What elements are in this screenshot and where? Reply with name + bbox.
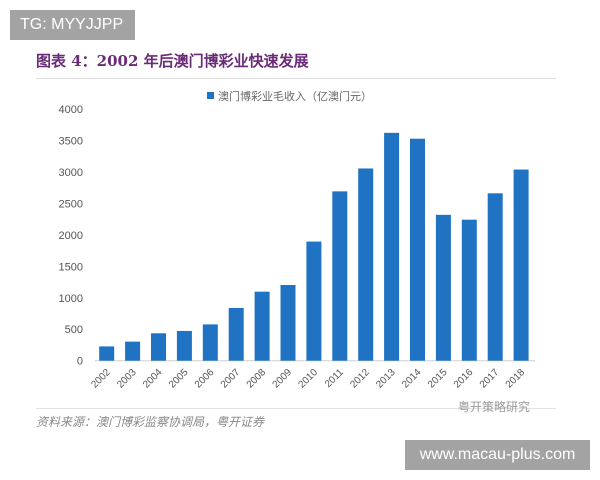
bar-2009 [280, 285, 296, 361]
bar-2016 [461, 219, 477, 361]
bar-2008 [254, 291, 270, 361]
divider [36, 78, 556, 79]
bar-2004 [151, 333, 166, 361]
bar-2007 [228, 307, 244, 361]
bar-2014 [410, 138, 425, 361]
y-tick-label: 2500 [59, 198, 83, 210]
x-tick-label: 2013 [374, 367, 398, 391]
x-tick-label: 2009 [271, 367, 295, 391]
legend-label: 澳门博彩业毛收入（亿澳门元） [218, 89, 372, 103]
x-tick-label: 2018 [504, 367, 528, 391]
bar-2011 [332, 191, 348, 361]
x-tick-label: 2006 [193, 367, 217, 391]
x-tick-label: 2017 [478, 367, 502, 391]
bar-2005 [176, 330, 192, 361]
x-tick-label: 2003 [115, 367, 139, 391]
brand-watermark: 粤开策略研究 [458, 400, 531, 414]
bar-2017 [487, 193, 503, 361]
bar-2010 [306, 241, 322, 361]
bar-2002 [99, 346, 115, 361]
figure-title: 图表 4：2002 年后澳门博彩业快速发展 [36, 52, 309, 70]
bar-2012 [358, 168, 374, 361]
x-tick-label: 2016 [452, 367, 476, 391]
x-tick-label: 2005 [167, 367, 191, 391]
bar-2018 [513, 169, 529, 361]
y-tick-label: 500 [65, 324, 83, 336]
y-tick-label: 1000 [59, 293, 83, 305]
x-tick-label: 2007 [219, 367, 243, 391]
bar-2006 [202, 324, 218, 361]
divider [36, 408, 556, 409]
source-note: 资料来源：澳门博彩监察协调局，粤开证券 [36, 415, 265, 429]
x-tick-label: 2011 [323, 367, 346, 390]
legend-swatch [207, 92, 214, 99]
x-tick-label: 2002 [89, 367, 113, 391]
x-tick-label: 2008 [245, 367, 269, 391]
x-tick-label: 2010 [297, 367, 321, 391]
bar-2015 [435, 214, 451, 361]
y-tick-label: 3500 [59, 135, 83, 147]
x-tick-label: 2015 [426, 367, 450, 391]
y-tick-label: 1500 [59, 261, 83, 273]
x-tick-label: 2012 [348, 367, 372, 391]
y-tick-label: 3000 [59, 167, 83, 179]
watermark-top: TG: MYYJJPP [10, 10, 135, 40]
bar-2003 [125, 341, 141, 361]
x-tick-label: 2004 [141, 367, 165, 391]
y-tick-label: 0 [77, 356, 83, 368]
bar-2013 [384, 132, 400, 361]
y-tick-label: 2000 [59, 230, 83, 242]
watermark-bottom: www.macau-plus.com [405, 440, 590, 470]
y-tick-label: 4000 [59, 104, 83, 116]
x-tick-label: 2014 [400, 367, 424, 391]
